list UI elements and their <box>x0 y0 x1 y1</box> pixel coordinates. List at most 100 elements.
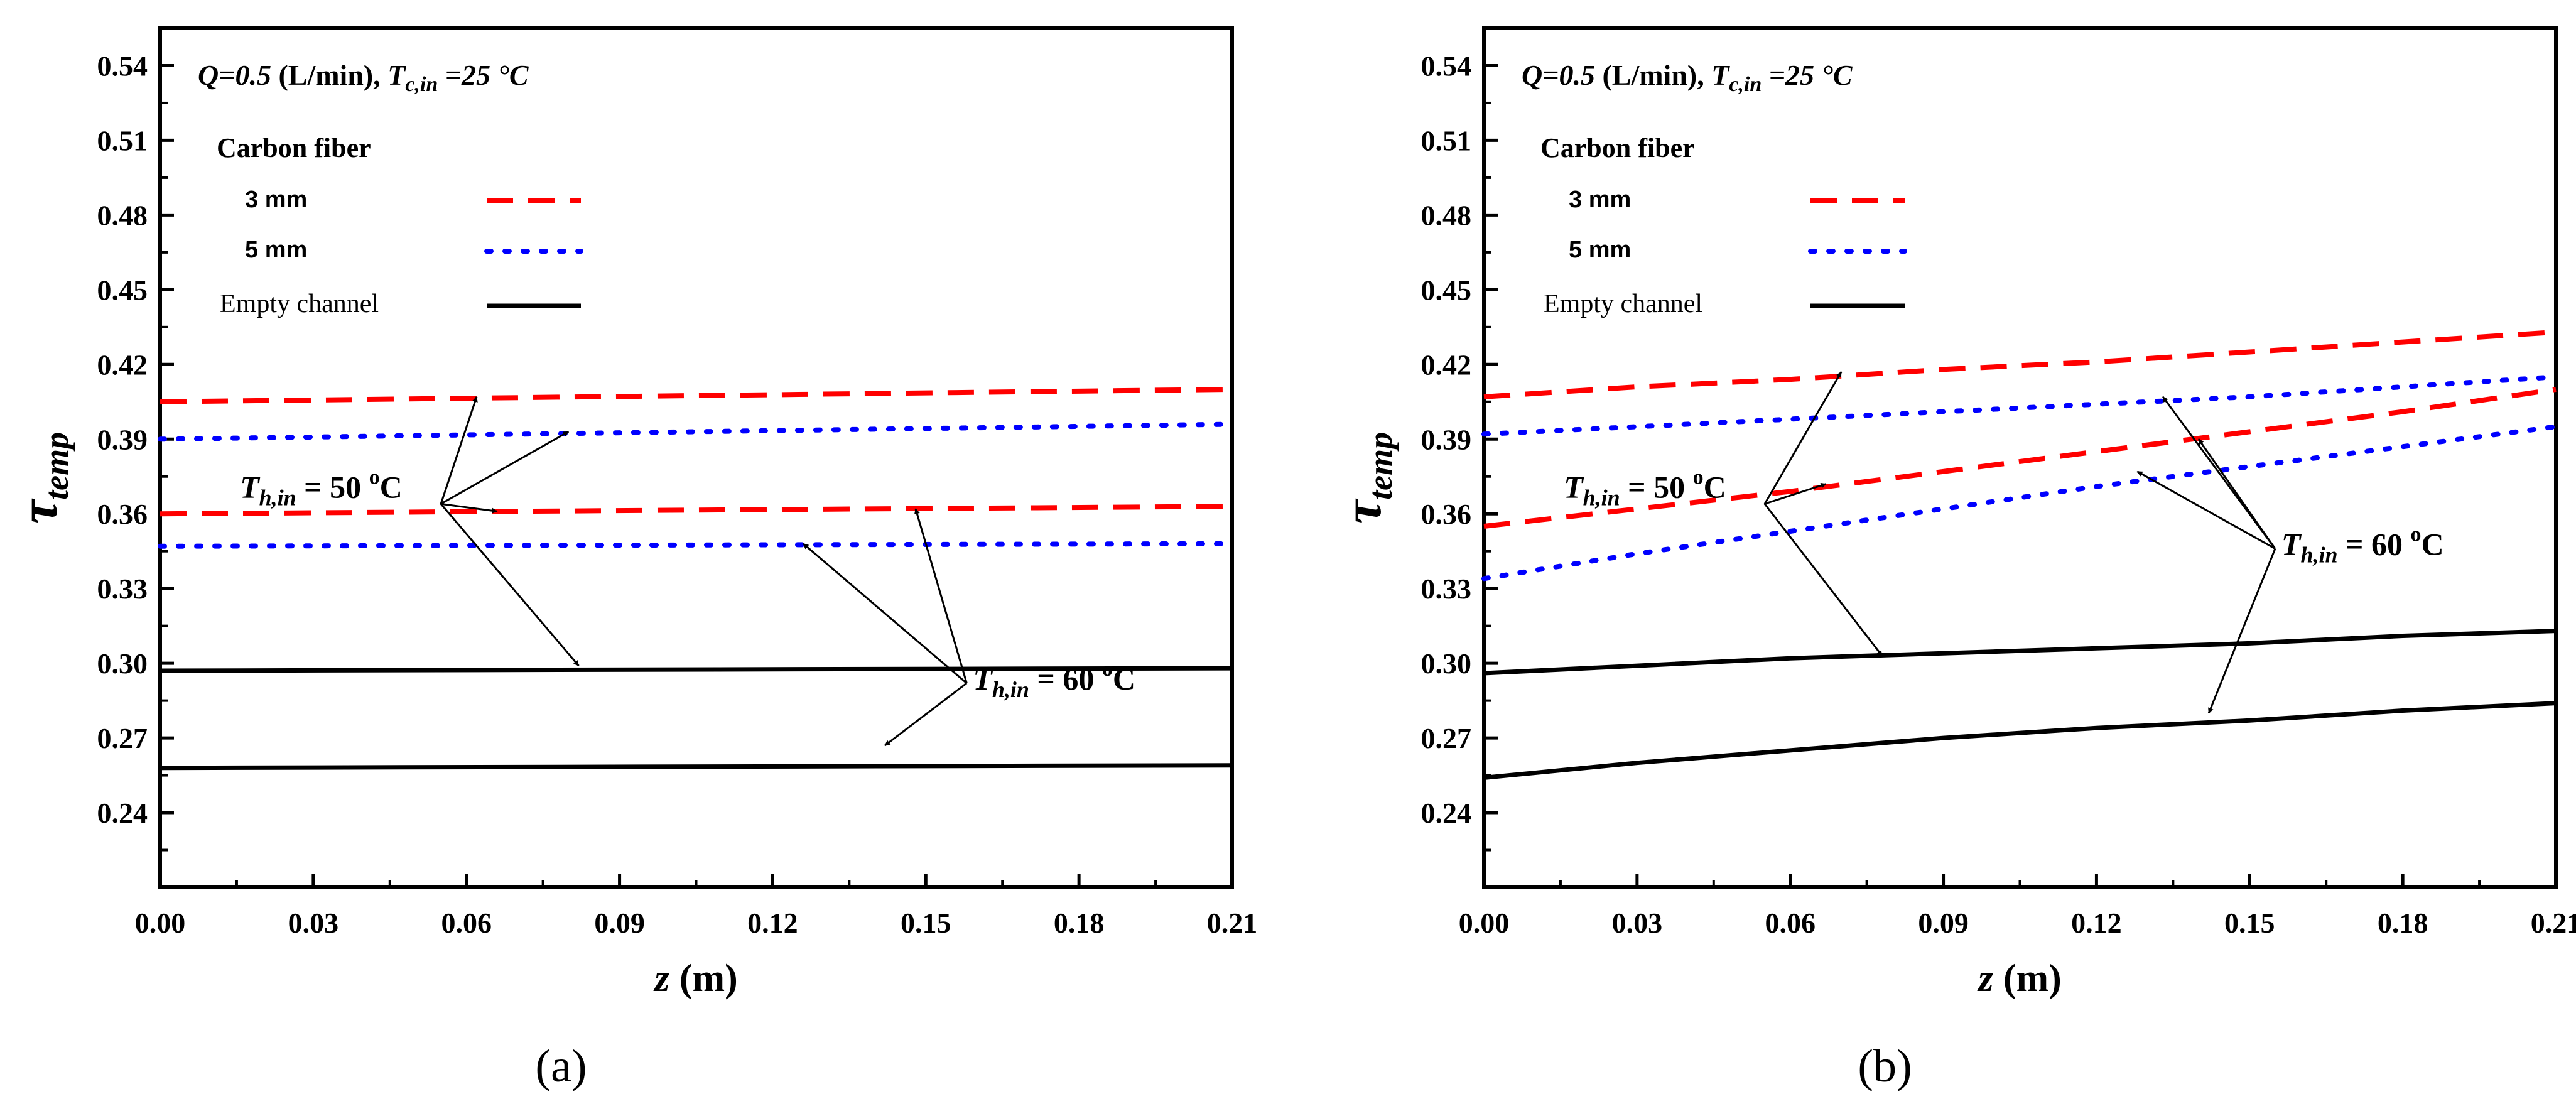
y-tick-label: 0.54 <box>97 50 148 82</box>
x-tick-label: 0.06 <box>441 907 492 939</box>
annotation-subscript: h,in <box>1583 485 1620 510</box>
annotation-label: Th,in = 50 oC <box>1564 465 1726 510</box>
annotation-arrow <box>1764 482 1827 505</box>
series-line <box>158 541 1235 549</box>
y-tick-label: 0.45 <box>97 274 148 306</box>
y-tick-label: 0.42 <box>97 349 148 381</box>
x-tick-label: 0.03 <box>1612 907 1663 939</box>
condition-text: Q=0.5 (L/min), Tc,in =25 °C <box>1522 59 1853 96</box>
x-tick-label: 0.15 <box>2224 907 2275 939</box>
y-tick-label: 0.33 <box>1421 573 1472 605</box>
legend-title: Carbon fiber <box>1540 133 1695 163</box>
annotation-arrow <box>2197 438 2276 550</box>
annotation-arrow <box>884 682 968 747</box>
x-axis-label: z (m) <box>653 957 738 1000</box>
y-tick-label: 0.51 <box>97 124 148 156</box>
annotation-value: = 60 <box>1029 661 1102 696</box>
y-tick-label: 0.30 <box>1421 647 1472 680</box>
legend-entry-label: Empty channel <box>1544 290 1702 318</box>
legend-entry-label: 5 mm <box>1569 237 1631 263</box>
annotation-value: = 60 <box>2338 527 2411 562</box>
condition-t-symbol: T <box>387 59 406 91</box>
annotation-unit: C <box>1113 661 1135 696</box>
x-tick-label: 0.18 <box>1054 907 1105 939</box>
annotation-superscript: o <box>1693 465 1704 489</box>
annotation-arrow <box>440 502 498 514</box>
x-tick-label: 0.18 <box>2378 907 2428 939</box>
x-axis-unit: (m) <box>669 957 737 1000</box>
y-tick-label: 0.27 <box>97 722 148 754</box>
series-line <box>158 421 1235 442</box>
series-line <box>1483 329 2557 399</box>
y-axis-subscript: temp <box>38 432 75 500</box>
annotation-arrow <box>440 396 478 504</box>
annotation-label: Th,in = 60 oC <box>973 658 1135 702</box>
condition-t-value: =25 °C <box>438 59 529 91</box>
annotation-label: Th,in = 50 oC <box>240 465 403 510</box>
annotation-symbol: T <box>240 469 261 504</box>
annotation-arrow <box>2136 470 2276 550</box>
series-line <box>1481 374 2558 437</box>
annotation-symbol: T <box>1564 469 1584 504</box>
y-axis-label: τtemp <box>8 432 75 524</box>
condition-t-subscript: c,in <box>1729 73 1762 96</box>
legend-entry-label: 3 mm <box>245 187 307 213</box>
annotation-arrow <box>440 431 570 505</box>
series-line <box>1483 629 2557 676</box>
annotation-superscript: o <box>1102 658 1113 681</box>
annotation-unit: C <box>1704 469 1726 504</box>
condition-q-unit: (L/min), <box>271 59 387 91</box>
annotation-subscript: h,in <box>2300 543 2337 568</box>
y-tick-label: 0.39 <box>1421 423 1472 455</box>
y-tick-label: 0.51 <box>1421 124 1472 156</box>
annotation-arrow <box>1763 371 1843 505</box>
annotation-label: Th,in = 60 oC <box>2281 523 2444 568</box>
y-tick-label: 0.27 <box>1421 722 1472 754</box>
legend-entry-label: 5 mm <box>245 237 307 263</box>
series-line <box>1483 387 2557 529</box>
annotation-symbol: T <box>973 661 993 696</box>
y-tick-label: 0.36 <box>1421 498 1472 530</box>
legend-entry-label: 3 mm <box>1569 187 1631 213</box>
y-axis-symbol: τ <box>1332 498 1392 524</box>
series-line <box>1483 701 2557 780</box>
series-line <box>160 666 1233 673</box>
y-tick-label: 0.33 <box>97 573 148 605</box>
y-axis-symbol: τ <box>8 498 68 524</box>
panel-label: (b) <box>1858 1041 1912 1092</box>
annotation-symbol: T <box>2281 527 2302 562</box>
x-tick-label: 0.12 <box>747 907 798 939</box>
x-tick-label: 0.09 <box>1918 907 1969 939</box>
panel-a: 0.00 0.03 0.06 0.09 0.12 0.15 0.18 0.21 0.24 0.27… <box>8 26 1258 1092</box>
annotation-value: = 50 <box>296 469 369 504</box>
annotation-arrow <box>803 543 968 684</box>
series-line <box>160 387 1233 404</box>
x-tick-label: 0.12 <box>2071 907 2122 939</box>
y-tick-label: 0.48 <box>97 199 148 231</box>
annotation-arrow <box>2207 548 2276 714</box>
x-tick-label: 0.09 <box>594 907 645 939</box>
x-tick-label: 0.15 <box>901 907 951 939</box>
annotation-arrow <box>1763 503 1883 657</box>
x-axis-symbol: z <box>1977 957 1993 1000</box>
annotation-unit: C <box>2422 527 2444 562</box>
y-tick-label: 0.39 <box>97 423 148 455</box>
series-line <box>1481 424 2558 582</box>
y-axis-subscript: temp <box>1361 432 1399 500</box>
annotation-value: = 50 <box>1620 469 1693 504</box>
y-tick-label: 0.42 <box>1421 349 1472 381</box>
x-axis-label: z (m) <box>1977 957 2062 1000</box>
x-tick-label: 0.03 <box>288 907 339 939</box>
x-axis-symbol: z <box>653 957 669 1000</box>
x-tick-label: 0.06 <box>1765 907 1816 939</box>
condition-q-value: =0.5 <box>1542 59 1595 91</box>
x-tick-label: 0.21 <box>2531 907 2576 939</box>
x-tick-label: 0.21 <box>1207 907 1258 939</box>
y-tick-label: 0.54 <box>1421 50 1472 82</box>
condition-q-unit: (L/min), <box>1595 59 1711 91</box>
condition-q-symbol: Q <box>198 59 219 91</box>
annotation-arrow <box>914 508 968 684</box>
annotation-superscript: o <box>2411 523 2422 546</box>
annotation-superscript: o <box>369 465 380 489</box>
